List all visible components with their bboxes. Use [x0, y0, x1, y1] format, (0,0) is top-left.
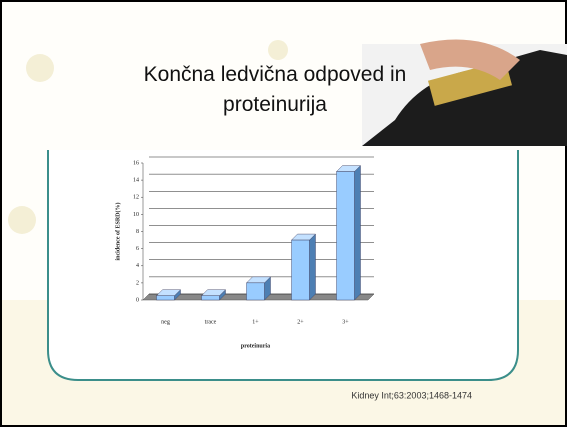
bar	[292, 234, 316, 300]
bar-side	[310, 234, 316, 300]
x-tick-label: trace	[205, 319, 217, 325]
decor-circle	[268, 40, 288, 60]
y-tick-label: 12	[133, 195, 139, 201]
decor-circle	[8, 206, 36, 234]
citation: Kidney Int;63:2003;1468-1474	[351, 390, 472, 400]
y-tick-label: 6	[136, 246, 139, 252]
content-frame	[48, 150, 518, 380]
y-axis-label: incidence of ESRD(%)	[114, 203, 121, 261]
y-tick-label: 16	[133, 160, 139, 166]
y-tick-label: 4	[136, 263, 139, 269]
x-axis-label: proteinuria	[241, 343, 270, 349]
y-tick-label: 8	[136, 229, 139, 235]
slide-title: Končna ledvična odpoved in proteinurija	[100, 60, 450, 120]
bar-front	[337, 172, 355, 300]
x-tick-label: 1+	[252, 319, 259, 325]
y-tick-label: 10	[133, 212, 139, 218]
bar-side	[355, 166, 361, 300]
x-tick-label: neg	[161, 319, 170, 325]
y-tick-label: 14	[133, 178, 139, 184]
bar-front	[292, 240, 310, 300]
x-tick-label: 3+	[342, 319, 349, 325]
bar	[247, 277, 271, 300]
y-tick-label: 0	[136, 297, 139, 303]
decor-circle	[26, 54, 54, 82]
slide: 0 2 4 6 8 10 12 14 16 neg trace 1+ 2+ 3+ proteinuria in…	[0, 0, 567, 427]
x-tick-label: 2+	[297, 319, 304, 325]
y-tick-label: 2	[136, 280, 139, 286]
bar-front	[202, 296, 220, 300]
bar-front	[247, 283, 265, 300]
bar-front	[157, 296, 175, 300]
bar	[337, 166, 361, 300]
